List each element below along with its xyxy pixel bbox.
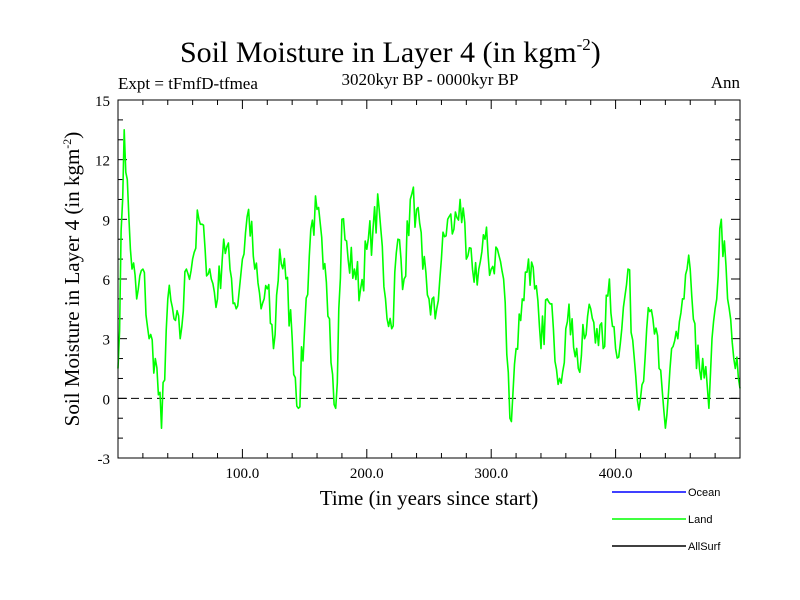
- y-tick-label: 15: [95, 94, 110, 110]
- y-tick-label: 0: [103, 392, 111, 408]
- legend-label-ocean: Ocean: [688, 487, 720, 499]
- y-tick-label: 3: [103, 333, 111, 349]
- x-tick-label: 200.0: [350, 466, 384, 482]
- y-axis-label: Soil Moisture in Layer 4 (in kgm-2): [60, 132, 84, 427]
- legend-label-land: Land: [688, 514, 712, 526]
- y-tick-label: 9: [103, 213, 111, 229]
- chart-title: Soil Moisture in Layer 4 (in kgm-2): [180, 35, 601, 69]
- x-tick-label: 300.0: [474, 466, 508, 482]
- x-axis-label: Time (in years since start): [320, 486, 539, 510]
- chart-subtitle: 3020kyr BP - 0000kyr BP: [342, 70, 519, 89]
- y-tick-label: 12: [95, 154, 110, 170]
- plot-series: [117, 129, 741, 429]
- legend: Ocean Land AllSurf: [612, 487, 721, 553]
- series-line-land: [117, 129, 741, 429]
- x-tick-label: 100.0: [226, 466, 260, 482]
- season-label: Ann: [711, 73, 741, 92]
- plot-frame: [117, 99, 741, 459]
- y-tick-label: -3: [98, 452, 111, 468]
- experiment-label: Expt = tFmfD-tfmea: [118, 74, 258, 93]
- y-tick-label: 6: [103, 273, 111, 289]
- x-tick-label: 400.0: [599, 466, 633, 482]
- axes: -3 0 3 6 9 12 15 100.0 200.0 300.0 400.0: [95, 94, 740, 482]
- legend-label-allsurf: AllSurf: [688, 541, 721, 553]
